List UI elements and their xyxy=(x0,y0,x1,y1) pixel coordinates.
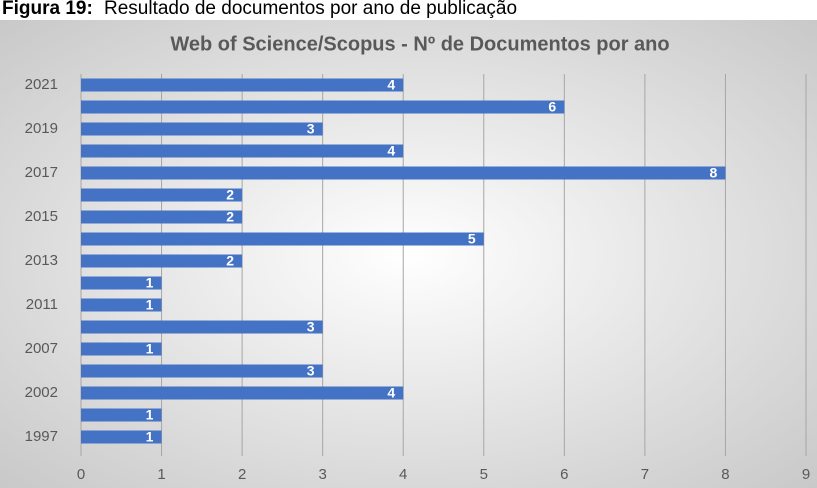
bar xyxy=(81,386,404,400)
bar xyxy=(81,320,323,334)
x-tick-label: 8 xyxy=(721,466,729,483)
value-label: 2 xyxy=(226,187,234,203)
y-tick-label: 2021 xyxy=(25,76,58,93)
value-label: 4 xyxy=(387,77,395,93)
caption-text: Resultado de documentos por ano de publi… xyxy=(104,0,517,19)
x-tick-label: 2 xyxy=(238,466,246,483)
x-tick-label: 4 xyxy=(399,466,407,483)
value-label: 1 xyxy=(146,407,154,423)
y-tick-label: 2011 xyxy=(26,296,58,313)
y-tick-label: 2007 xyxy=(25,340,58,357)
y-tick-label: 2015 xyxy=(25,208,58,225)
bar xyxy=(81,276,162,290)
bar xyxy=(81,210,243,224)
bar xyxy=(81,364,323,378)
bar xyxy=(81,144,404,158)
value-label: 1 xyxy=(146,341,154,357)
value-label: 2 xyxy=(226,209,234,225)
bar xyxy=(81,188,243,202)
value-label: 3 xyxy=(307,319,315,335)
bar xyxy=(81,78,404,92)
bar xyxy=(81,122,323,136)
x-tick-label: 0 xyxy=(77,466,85,483)
y-tick-label: 2002 xyxy=(25,384,58,401)
bar xyxy=(81,408,162,422)
x-tick-label: 1 xyxy=(157,466,165,483)
bar xyxy=(81,430,162,444)
bar xyxy=(81,342,162,356)
value-label: 4 xyxy=(387,385,395,401)
bar xyxy=(81,254,243,268)
x-tick-label: 3 xyxy=(318,466,326,483)
value-label: 1 xyxy=(146,429,154,445)
bar xyxy=(81,166,726,180)
bar xyxy=(81,298,162,312)
x-tick-label: 9 xyxy=(802,466,810,483)
value-label: 8 xyxy=(710,165,718,181)
bar xyxy=(81,232,484,246)
chart-title: Web of Science/Scopus - Nº de Documentos… xyxy=(170,33,669,55)
value-label: 3 xyxy=(307,121,315,137)
x-tick-label: 6 xyxy=(560,466,568,483)
x-tick-label: 7 xyxy=(641,466,649,483)
y-tick-label: 2013 xyxy=(25,252,58,269)
value-label: 4 xyxy=(387,143,395,159)
value-label: 1 xyxy=(146,297,154,313)
value-label: 5 xyxy=(468,231,476,247)
x-tick-label: 5 xyxy=(480,466,488,483)
value-label: 1 xyxy=(146,275,154,291)
bar xyxy=(81,100,565,114)
value-label: 2 xyxy=(226,253,234,269)
value-label: 3 xyxy=(307,363,315,379)
caption-label: Figura 19: xyxy=(2,0,93,19)
y-tick-label: 2017 xyxy=(25,164,58,181)
y-tick-label: 1997 xyxy=(25,428,58,445)
value-label: 6 xyxy=(548,99,556,115)
y-tick-label: 2019 xyxy=(25,120,58,137)
